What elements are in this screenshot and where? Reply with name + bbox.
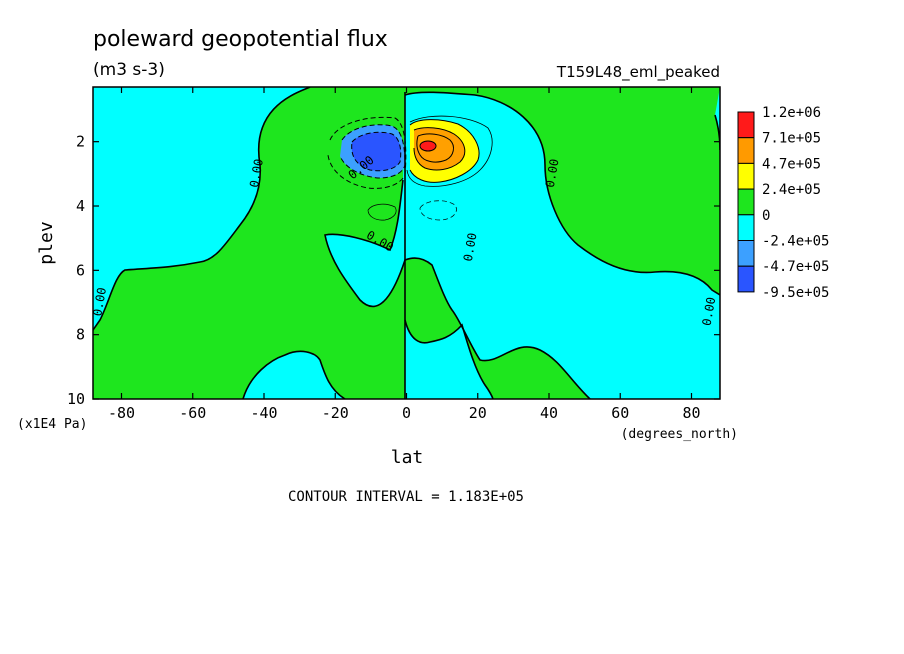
negative-contours [327,116,457,221]
x-tick-label: 0 [402,404,411,422]
zero-contours [93,87,720,399]
y-tick-label: 10 [67,390,85,408]
negative-region-eq-lower [405,320,493,399]
contour-label: 0.00 [90,286,109,317]
legend-swatch [737,137,755,164]
x-axis: -80 -60 -40 -20 0 20 40 60 80 [108,87,701,422]
y-axis-units: (x1E4 Pa) [17,417,87,432]
legend-swatch [737,214,755,242]
contour-interval: CONTOUR INTERVAL = 1.183E+05 [288,489,524,505]
legend-label: -9.5e+05 [762,285,829,301]
x-tick-label: 80 [682,404,700,422]
negative-extremum-core [351,132,401,171]
legend-label: 1.2e+06 [762,105,821,121]
legend-label: 4.7e+05 [762,156,821,172]
legend-swatch [737,188,755,216]
legend-label: -2.4e+05 [762,234,829,250]
x-tick-label: 40 [540,404,558,422]
x-tick-label: -40 [250,404,277,422]
x-tick-label: -80 [108,404,135,422]
y-axis-label: plev [36,221,57,264]
y-tick-label: 6 [76,261,85,279]
x-tick-label: -20 [322,404,349,422]
legend-swatch [737,265,755,293]
contour-label: 0.00 [543,158,562,189]
x-tick-label: -60 [179,404,206,422]
x-tick-label: 60 [611,404,629,422]
contour-label: 0.00 [700,296,719,327]
color-legend: 1.2e+06 7.1e+05 4.7e+05 2.4e+05 0 -2.4e+05 -4.… [737,105,829,301]
y-axis: 2 4 6 8 10 [67,133,720,408]
positive-extremum-mid [414,127,465,170]
positive-contours [367,115,493,221]
contour-label: 0.00 [461,232,480,263]
y-tick-label: 8 [76,326,85,344]
legend-label: -4.7e+05 [762,259,829,275]
legend-swatch [737,240,755,267]
positive-extremum-core [419,140,437,152]
negative-region-sh-upper [93,87,310,330]
chart-title: poleward geopotential flux [93,27,388,52]
y-tick-label: 4 [76,197,85,215]
run-label: T159L48_eml_peaked [556,63,720,82]
legend-label: 7.1e+05 [762,131,821,147]
legend-swatch [737,111,755,139]
legend-label: 0 [762,208,770,224]
chart-units: (m3 s-3) [93,60,165,80]
plot-area [93,87,720,399]
legend-swatch [737,162,755,190]
legend-label: 2.4e+05 [762,182,821,198]
x-axis-label: lat [391,447,424,468]
x-tick-label: 20 [469,404,487,422]
y-tick-label: 2 [76,133,85,151]
negative-region-sh-lower [243,351,345,399]
x-axis-units: (degrees_north) [621,427,738,442]
negative-region-nh-right [715,87,720,150]
contour-label: 0.00 [247,158,266,189]
